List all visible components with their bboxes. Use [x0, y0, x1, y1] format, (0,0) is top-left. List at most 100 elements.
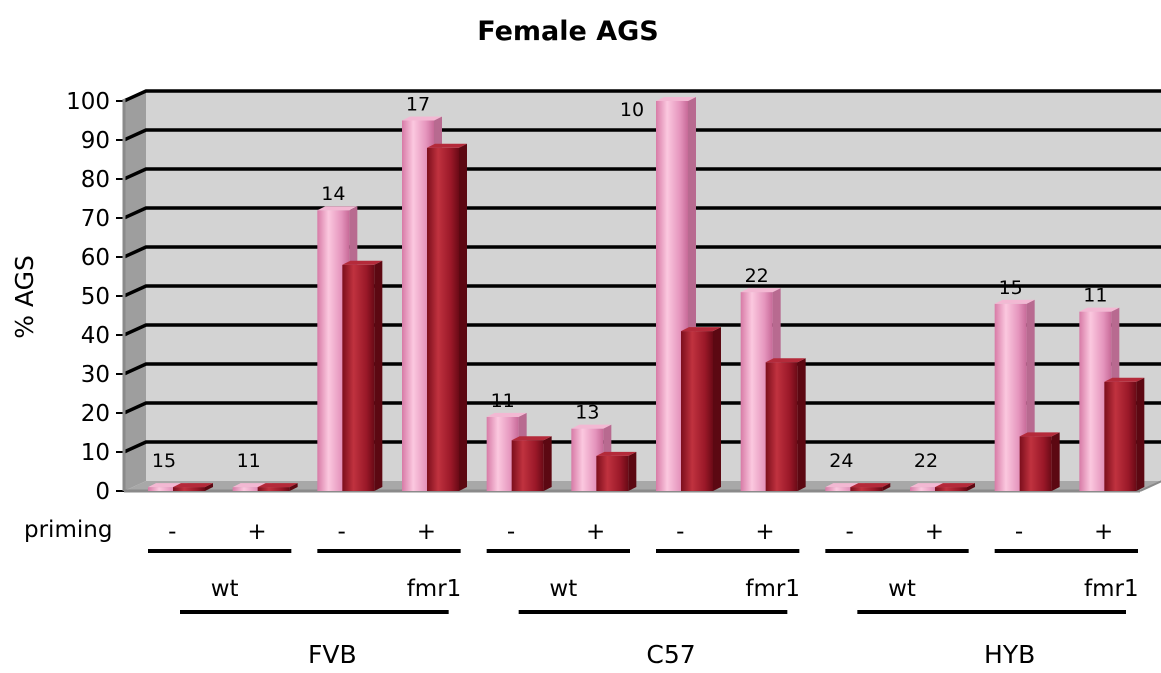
bar-light-top: [740, 288, 781, 293]
y-tick-label: 50: [81, 284, 110, 310]
priming-sign: +: [247, 519, 266, 545]
bar-dark: [596, 455, 629, 491]
priming-sign: -: [676, 519, 684, 545]
bar-dark: [850, 487, 883, 491]
plot-area: 0 10 20 30 40 50 60 70 80 90 100 15 - 11 +14 - 17 +11 - 13 +…: [66, 89, 1161, 669]
floor: [124, 481, 1161, 491]
chart-title: Female AGS: [477, 16, 659, 47]
bar-light-top: [317, 206, 358, 211]
genotype-label: fmr1: [407, 576, 462, 602]
bar-dark-side: [1136, 377, 1145, 491]
bar-light-top: [571, 424, 612, 429]
bar-dark-side: [459, 143, 467, 492]
n-label: 15: [999, 277, 1023, 299]
bar-dark-side: [1051, 432, 1060, 491]
n-label: 22: [745, 265, 769, 287]
bar-dark: [765, 362, 798, 491]
bar-light-top: [656, 97, 696, 101]
bar-light-top: [486, 412, 527, 417]
bar-light-top: [994, 299, 1035, 304]
n-label: 14: [321, 183, 345, 205]
priming-sign: +: [417, 519, 436, 545]
gridline: [123, 89, 1161, 103]
y-tick-label: 80: [81, 167, 110, 193]
n-label: 15: [152, 450, 176, 472]
bar-dark-top: [427, 143, 467, 148]
bar-dark: [935, 487, 967, 491]
y-tick-label: 0: [95, 479, 110, 505]
y-tick-label: 90: [81, 128, 110, 154]
bar-dark-side: [628, 451, 637, 491]
gridline: [123, 167, 1161, 181]
strain-label: C57: [646, 640, 695, 669]
bar-dark-top: [257, 483, 298, 488]
n-label: 11: [237, 450, 261, 472]
bar-dark-side: [967, 483, 975, 491]
n-label: 22: [914, 450, 938, 472]
bar-dark-side: [713, 327, 721, 491]
priming-label: priming: [24, 517, 112, 543]
y-tick-label: 70: [81, 206, 110, 232]
bar-dark-top: [765, 358, 806, 363]
y-tick-label: 60: [81, 245, 110, 271]
gridline: [123, 323, 1161, 337]
bar-dark-side: [289, 483, 298, 491]
n-label: 11: [491, 390, 515, 412]
bar-dark-top: [511, 436, 552, 441]
genotype-label: wt: [211, 576, 239, 602]
bar-dark-side: [374, 260, 383, 491]
bar-dark: [257, 487, 290, 491]
bar-dark: [681, 331, 713, 491]
priming-sign: +: [755, 519, 774, 545]
genotype-label: fmr1: [1084, 576, 1139, 602]
bar-light-top: [402, 116, 442, 121]
bar-dark: [1019, 436, 1052, 491]
bar-dark-top: [173, 483, 213, 488]
y-tick-label: 30: [81, 362, 110, 388]
bar-light: [910, 487, 942, 491]
strain-label: FVB: [308, 640, 357, 669]
bar-dark-top: [935, 483, 975, 488]
y-tick-label: 40: [81, 323, 110, 349]
genotype-label: wt: [549, 576, 577, 602]
bar-light: [232, 487, 265, 491]
n-label: 10: [620, 99, 644, 121]
bar-light-top: [1079, 307, 1120, 312]
bar-dark-side: [543, 436, 552, 491]
bar-light: [825, 487, 858, 491]
y-tick-label: 100: [66, 89, 110, 115]
bar-dark-top: [1104, 377, 1145, 382]
bar-dark: [427, 147, 459, 492]
gridline: [123, 362, 1161, 376]
gridline: [123, 284, 1161, 298]
priming-sign: -: [168, 519, 176, 545]
priming-sign: -: [1015, 519, 1023, 545]
n-label: 13: [575, 402, 599, 424]
bar-dark-top: [850, 483, 891, 488]
gridline: [123, 206, 1161, 220]
bar-dark: [1104, 381, 1137, 491]
strain-label: HYB: [984, 640, 1035, 669]
y-tick-label: 20: [81, 401, 110, 427]
bar-dark-top: [681, 327, 721, 332]
genotype-label: wt: [888, 576, 916, 602]
bar-dark: [173, 487, 205, 491]
bar-dark-side: [797, 358, 806, 491]
bar-dark-top: [1019, 432, 1060, 437]
gridline: [123, 128, 1161, 142]
n-label: 24: [829, 450, 853, 472]
bar-dark-side: [882, 483, 891, 491]
bar-light: [148, 487, 180, 491]
y-tick-label: 10: [81, 440, 110, 466]
bar-dark-top: [596, 451, 637, 456]
priming-sign: -: [507, 519, 515, 545]
priming-sign: +: [925, 519, 944, 545]
gridline: [123, 401, 1161, 415]
gridline: [123, 440, 1161, 454]
bar-dark: [342, 264, 375, 491]
bar-dark-top: [342, 260, 383, 265]
right-edge: [1139, 91, 1161, 492]
y-axis-label: % AGS: [10, 255, 39, 339]
bar-dark-side: [205, 483, 213, 491]
